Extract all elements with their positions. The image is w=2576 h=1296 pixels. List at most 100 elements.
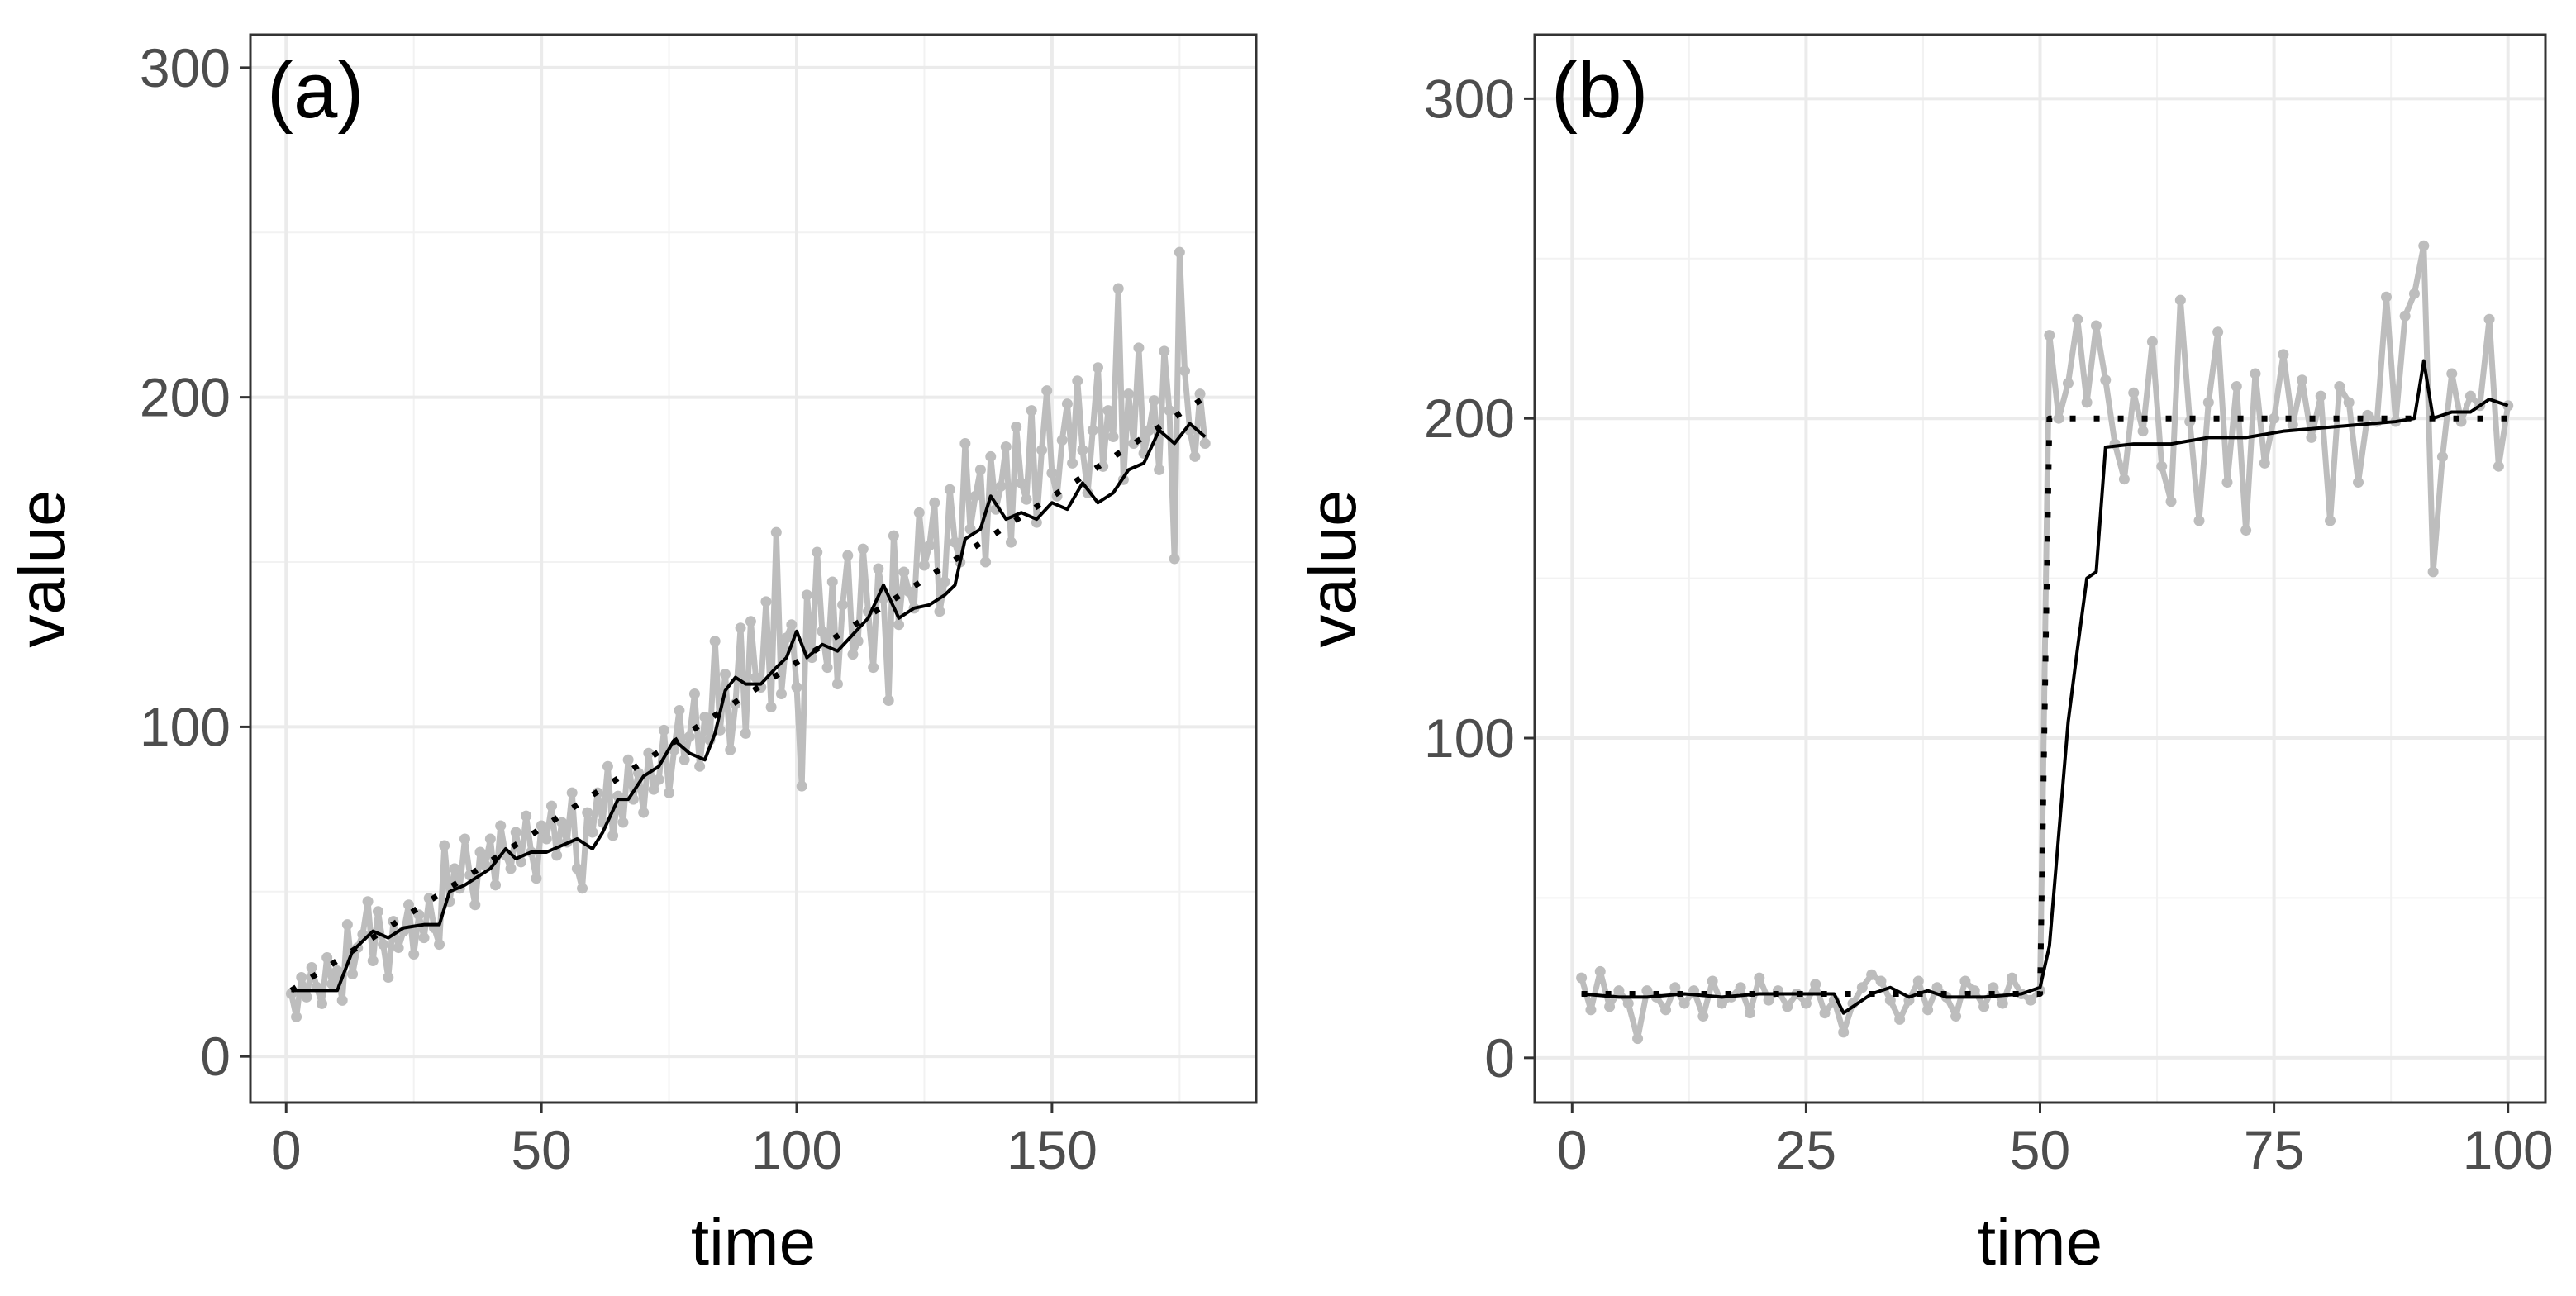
panel-label: (a) (267, 46, 364, 135)
data-point (2221, 477, 2233, 488)
data-point (2297, 374, 2308, 386)
data-point (1922, 1004, 1934, 1016)
data-point (786, 619, 798, 631)
data-point (878, 593, 889, 604)
data-point (1041, 385, 1053, 397)
data-point (367, 955, 379, 967)
data-point (893, 619, 905, 631)
data-point (2418, 240, 2430, 251)
data-point (847, 649, 859, 660)
data-point (1005, 536, 1017, 548)
data-point (341, 919, 353, 931)
y-tick-label: 200 (140, 367, 231, 428)
data-point (837, 599, 849, 611)
data-point (1782, 1001, 1793, 1012)
data-point (2231, 381, 2242, 393)
data-point (2062, 378, 2074, 389)
data-point (2269, 412, 2280, 424)
data-point (1716, 998, 1727, 1009)
data-point (2072, 313, 2083, 325)
data-point (842, 550, 854, 561)
data-point (2081, 397, 2093, 408)
data-point (658, 724, 669, 736)
data-point (959, 437, 971, 449)
data-point (1169, 553, 1180, 565)
data-point (2436, 451, 2448, 463)
data-point (1174, 246, 1185, 258)
data-point (664, 787, 675, 798)
data-point (801, 589, 812, 601)
data-point (2399, 310, 2411, 322)
data-point (2128, 387, 2140, 398)
data-point (602, 760, 613, 772)
data-point (1735, 982, 1746, 993)
data-point (577, 883, 588, 894)
data-point (638, 807, 650, 818)
data-point (1810, 979, 1821, 990)
data-point (2100, 374, 2112, 386)
data-point (622, 754, 634, 765)
data-point (336, 994, 348, 1006)
data-point (1199, 437, 1211, 449)
data-point (521, 810, 532, 822)
data-point (653, 774, 664, 785)
y-tick-label: 0 (200, 1026, 231, 1087)
data-point (683, 731, 695, 742)
data-point (1754, 972, 1765, 984)
data-point (1669, 982, 1681, 993)
data-point (1622, 998, 1634, 1009)
data-point (898, 566, 910, 578)
data-point (709, 636, 721, 647)
data-point (449, 863, 460, 874)
data-point (372, 906, 383, 917)
data-point (995, 480, 1007, 492)
panel-label: (b) (1551, 46, 1648, 135)
data-point (2427, 566, 2439, 578)
data-point (1046, 467, 1058, 479)
data-point (474, 846, 486, 858)
panel-a: 0 50 100 150 0 100 200 300 time value (a) (5, 33, 1258, 1279)
data-point (924, 540, 936, 551)
data-point (1875, 975, 1887, 987)
data-point (2353, 477, 2364, 488)
data-point (582, 807, 593, 818)
data-point (821, 662, 833, 674)
data-point (495, 820, 507, 831)
data-point (1856, 982, 1868, 993)
data-point (296, 971, 307, 983)
data-point (316, 998, 327, 1009)
data-point (791, 682, 802, 693)
data-point (750, 672, 762, 684)
observed-series-line (1578, 242, 2512, 1042)
data-point (484, 833, 496, 845)
data-point (969, 490, 981, 502)
data-point (1959, 975, 1971, 987)
y-tick-label: 300 (1424, 68, 1515, 129)
y-tick-label: 0 (1484, 1027, 1515, 1089)
y-tick-label: 100 (140, 696, 231, 757)
x-tick-label: 75 (2244, 1119, 2304, 1180)
data-point (1744, 1008, 1755, 1019)
data-point (2090, 320, 2102, 331)
data-point (1102, 405, 1114, 417)
x-tick-label: 50 (2010, 1119, 2070, 1180)
data-point (1763, 994, 1774, 1006)
data-point (326, 978, 338, 989)
data-point (1594, 965, 1606, 977)
data-point (551, 850, 563, 861)
y-axis-title: value (1296, 489, 1369, 647)
x-tick-label: 0 (1557, 1119, 1588, 1180)
data-point (643, 747, 655, 759)
data-point (2287, 419, 2298, 431)
data-point (817, 626, 828, 637)
data-point (1011, 422, 1022, 433)
data-point (2446, 368, 2458, 379)
data-point (1026, 405, 1037, 417)
data-point (950, 536, 961, 548)
x-tick-label: 150 (1007, 1119, 1098, 1180)
x-tick-label: 50 (511, 1119, 571, 1180)
data-point (1189, 450, 1201, 462)
data-point (1112, 283, 1124, 294)
data-point (418, 932, 430, 944)
